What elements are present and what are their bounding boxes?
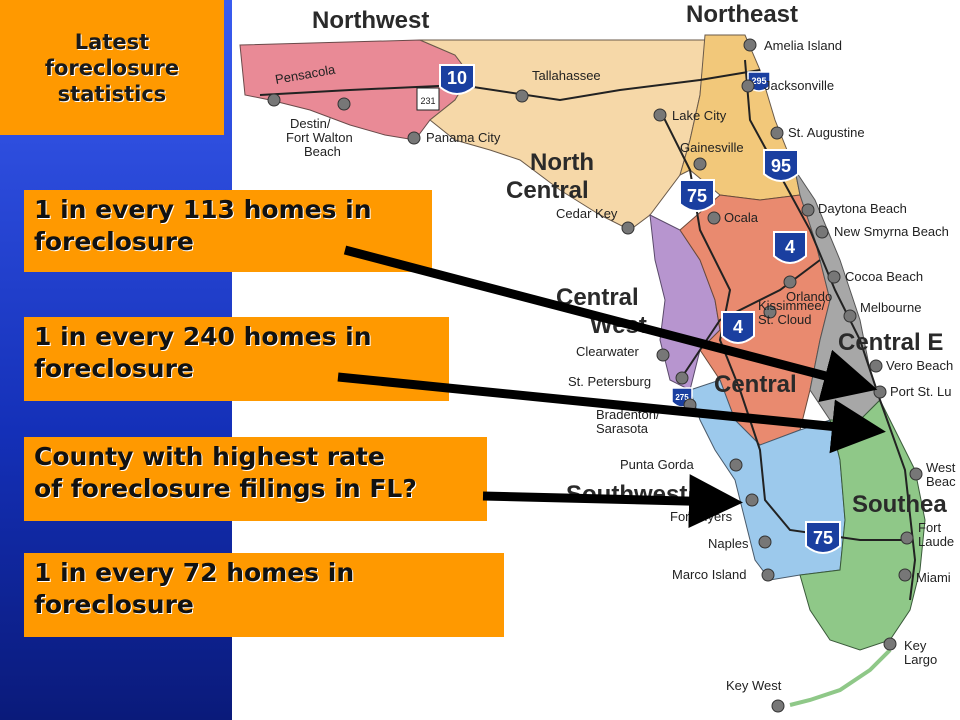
- highway-shield-75-north: 75: [679, 179, 715, 212]
- city-label-gainesville: Gainesville: [680, 140, 744, 155]
- city-label-bradenton: Bradenton/: [596, 407, 660, 422]
- region-label-central-east: Central E: [838, 329, 943, 356]
- city-label-ocala: Ocala: [724, 210, 759, 225]
- city-label-st-cloud: St. Cloud: [758, 312, 811, 327]
- svg-text:231: 231: [420, 96, 435, 106]
- callout-240-homes: 1 in every 240 homes in foreclosure: [24, 317, 449, 401]
- city-label-daytona-beach: Daytona Beach: [818, 201, 907, 216]
- city-label-vero-beach: Vero Beach: [886, 358, 953, 373]
- city-label-amelia-island: Amelia Island: [764, 38, 842, 53]
- city-label-fort-walton: Fort Walton: [286, 130, 353, 145]
- region-label-northeast: Northeast: [686, 1, 798, 28]
- region-label-central-west-1: Central: [556, 284, 639, 311]
- florida-keys: [789, 648, 892, 707]
- city-label-fort-myers: Fort Myers: [670, 509, 733, 524]
- region-label-north-central-1: North: [530, 149, 594, 176]
- city-label-fort-lauderdale-2: Laude: [918, 534, 954, 549]
- city-label-st-petersburg: St. Petersburg: [568, 374, 651, 389]
- city-label-key-largo: Key: [904, 638, 927, 653]
- city-label-marco-island: Marco Island: [672, 567, 746, 582]
- city-label-destin: Destin/: [290, 116, 331, 131]
- city-label-fort-walton-beach: Beach: [304, 144, 341, 159]
- city-label-west-palm-beach-2: Beac: [926, 474, 956, 489]
- region-label-northwest: Northwest: [312, 7, 429, 34]
- highway-shield-95: 95: [763, 149, 799, 182]
- region-label-central: Central: [714, 371, 797, 398]
- city-label-fort-lauderdale: Fort: [918, 520, 942, 535]
- city-label-orlando: Orlando: [786, 289, 832, 304]
- highway-shield-4-east: 4: [773, 231, 807, 264]
- callout-highest-county-question: County with highest rate of foreclosure …: [24, 437, 487, 521]
- highway-shield-10: 10: [439, 64, 475, 95]
- highway-shield-231: 231: [416, 87, 440, 111]
- region-label-central-west-2: West: [590, 312, 647, 339]
- city-label-st-augustine: St. Augustine: [788, 125, 865, 140]
- city-label-panama-city: Panama City: [426, 130, 501, 145]
- svg-text:295: 295: [751, 76, 766, 86]
- city-label-west-palm-beach: West: [926, 460, 956, 475]
- highway-shield-4-west: 4: [721, 311, 755, 344]
- svg-text:4: 4: [785, 237, 795, 257]
- city-label-lake-city: Lake City: [672, 108, 727, 123]
- svg-text:95: 95: [771, 156, 791, 176]
- city-label-key-west: Key West: [726, 678, 782, 693]
- city-label-key-largo-2: Largo: [904, 652, 937, 667]
- svg-text:75: 75: [813, 528, 833, 548]
- city-label-cocoa-beach: Cocoa Beach: [845, 269, 923, 284]
- city-label-miami: Miami: [916, 570, 951, 585]
- slide-title: Latest foreclosure statistics: [0, 0, 224, 135]
- svg-text:10: 10: [447, 68, 467, 88]
- region-label-north-central-2: Central: [506, 177, 589, 204]
- callout-113-homes: 1 in every 113 homes in foreclosure: [24, 190, 432, 272]
- highway-shield-75-south: 75: [805, 521, 841, 554]
- region-label-southeast: Southea: [852, 491, 947, 518]
- svg-text:75: 75: [687, 186, 707, 206]
- city-label-melbourne: Melbourne: [860, 300, 921, 315]
- svg-text:4: 4: [733, 317, 743, 337]
- city-label-cedar-key: Cedar Key: [556, 206, 618, 221]
- region-label-southwest: Southwest: [566, 481, 687, 508]
- callout-72-homes: 1 in every 72 homes in foreclosure: [24, 553, 504, 637]
- city-label-clearwater: Clearwater: [576, 344, 640, 359]
- city-label-jacksonville: Jacksonville: [764, 78, 834, 93]
- city-label-tallahassee: Tallahassee: [532, 68, 601, 83]
- city-label-naples: Naples: [708, 536, 749, 551]
- city-label-port-st-lucie: Port St. Lu: [890, 384, 951, 399]
- city-label-new-smyrna-beach: New Smyrna Beach: [834, 224, 949, 239]
- city-label-sarasota: Sarasota: [596, 421, 649, 436]
- city-label-punta-gorda: Punta Gorda: [620, 457, 694, 472]
